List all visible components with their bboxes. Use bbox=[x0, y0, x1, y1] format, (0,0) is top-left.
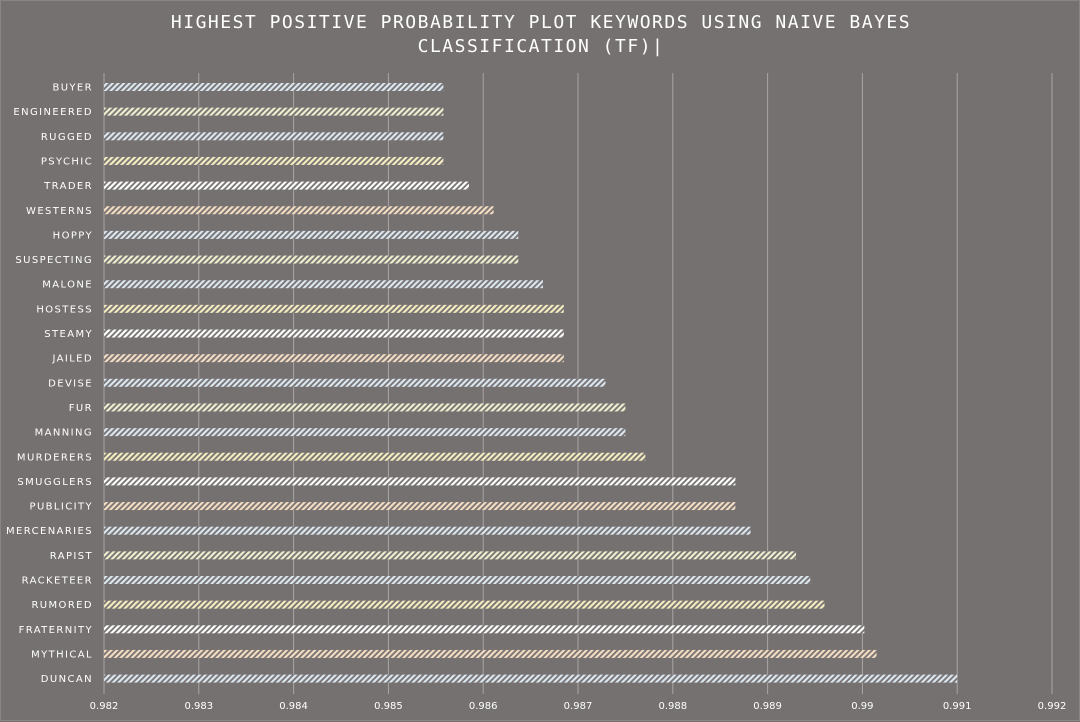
category-label: MALONE bbox=[42, 280, 93, 291]
category-label: PSYCHIC bbox=[41, 156, 93, 167]
bar-suspecting bbox=[104, 255, 519, 264]
category-label: DEVISE bbox=[48, 378, 93, 389]
bar-rapist bbox=[104, 551, 797, 560]
bar-malone bbox=[104, 280, 543, 289]
chart-title-line-2: CLASSIFICATION (TF)| bbox=[417, 36, 665, 57]
bar-mythical bbox=[104, 649, 877, 658]
bar-fur bbox=[104, 403, 626, 412]
x-tick-label: 0.988 bbox=[658, 701, 687, 712]
bar-steamy bbox=[104, 329, 564, 338]
bar-hostess bbox=[104, 304, 564, 313]
category-label: MERCENARIES bbox=[6, 526, 93, 537]
category-label: WESTERNS bbox=[26, 206, 93, 217]
category-label: DUNCAN bbox=[41, 674, 93, 685]
bar-manning bbox=[104, 428, 626, 437]
category-label: MURDERERS bbox=[17, 452, 93, 463]
x-tick-label: 0.991 bbox=[943, 701, 972, 712]
bar-buyer bbox=[104, 83, 444, 91]
bar-publicity bbox=[104, 502, 736, 511]
bar-smugglers bbox=[104, 477, 736, 486]
category-label: STEAMY bbox=[44, 329, 93, 340]
bar-psychic bbox=[104, 156, 444, 165]
x-tick-label: 0.984 bbox=[279, 701, 308, 712]
x-tick-label: 0.982 bbox=[90, 701, 119, 712]
bar-jailed bbox=[104, 354, 564, 363]
category-label: RACKETEER bbox=[22, 576, 93, 587]
category-label: HOPPY bbox=[53, 230, 93, 241]
x-tick-label: 0.992 bbox=[1038, 701, 1067, 712]
bar-duncan bbox=[104, 674, 958, 683]
bar-hoppy bbox=[104, 230, 519, 239]
category-label: SMUGGLERS bbox=[17, 477, 93, 488]
bar-murderers bbox=[104, 452, 646, 461]
x-tick-label: 0.987 bbox=[564, 701, 593, 712]
x-tick-label: 0.989 bbox=[753, 701, 782, 712]
x-tick-label: 0.99 bbox=[851, 701, 873, 712]
category-label: MYTHICAL bbox=[31, 649, 93, 660]
category-label: RUGGED bbox=[41, 132, 93, 143]
bar-fraternity bbox=[104, 625, 865, 634]
bar-westerns bbox=[104, 206, 494, 215]
category-label: BUYER bbox=[52, 83, 93, 94]
bar-racketeer bbox=[104, 576, 811, 584]
category-label: MANNING bbox=[35, 428, 93, 439]
bar-trader bbox=[104, 181, 469, 190]
bar-devise bbox=[104, 378, 606, 387]
category-label: FRATERNITY bbox=[19, 625, 93, 636]
category-label: HOSTESS bbox=[36, 304, 93, 315]
category-label: SUSPECTING bbox=[15, 255, 93, 266]
category-label: ENGINEERED bbox=[13, 107, 93, 118]
category-label: FUR bbox=[69, 403, 93, 414]
bar-rugged bbox=[104, 132, 444, 141]
bar-rumored bbox=[104, 600, 825, 609]
x-tick-label: 0.983 bbox=[184, 701, 213, 712]
category-label: PUBLICITY bbox=[30, 502, 93, 513]
bar-engineered bbox=[104, 107, 444, 116]
category-label: JAILED bbox=[51, 354, 93, 365]
category-label: RAPIST bbox=[50, 551, 93, 562]
x-tick-label: 0.986 bbox=[469, 701, 498, 712]
chart-title: HIGHEST POSITIVE PROBABILITY PLOT KEYWOR… bbox=[1, 11, 1080, 59]
category-label: TRADER bbox=[43, 181, 93, 192]
category-label: RUMORED bbox=[31, 600, 93, 611]
bar-mercenaries bbox=[104, 526, 751, 535]
x-tick-label: 0.985 bbox=[374, 701, 403, 712]
chart-title-line-1: HIGHEST POSITIVE PROBABILITY PLOT KEYWOR… bbox=[170, 12, 912, 33]
